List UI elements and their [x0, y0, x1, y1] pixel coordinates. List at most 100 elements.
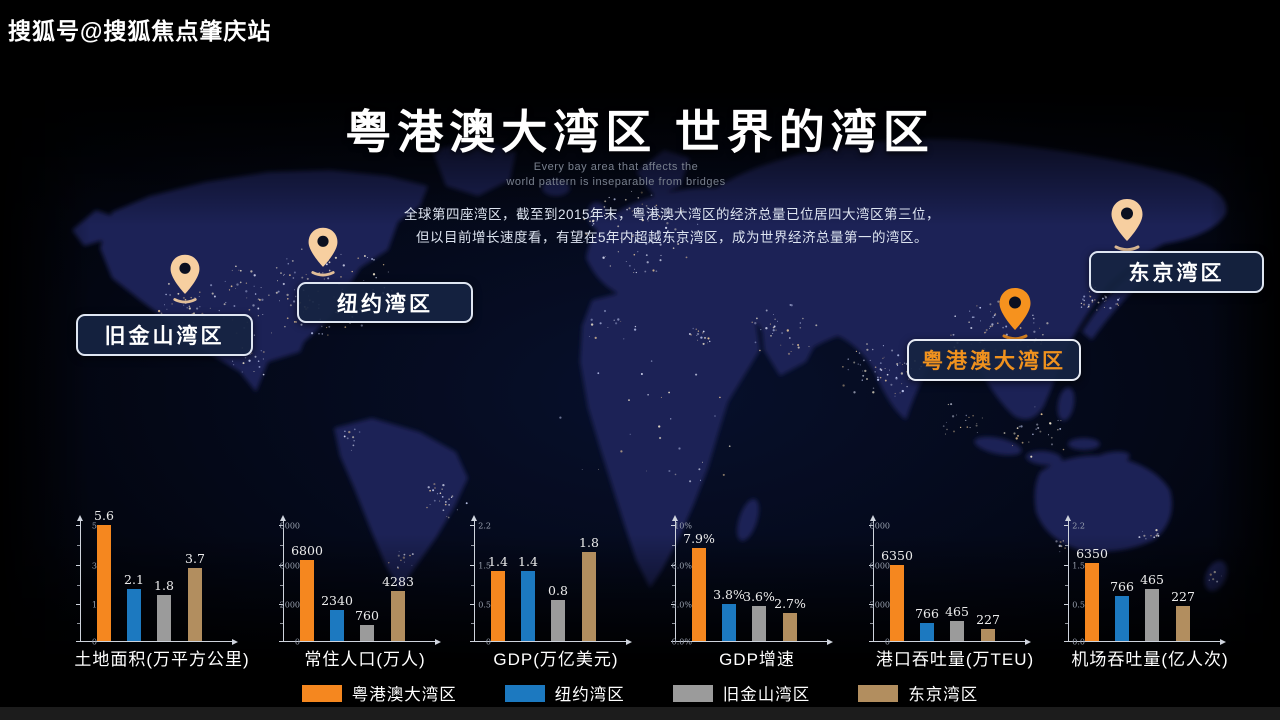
y-tick — [869, 525, 873, 526]
y-tick-minor — [870, 545, 873, 546]
y-tick-minor — [77, 623, 80, 624]
bay-label-greater-bay-area: 粤港澳大湾区 — [907, 339, 1081, 381]
bar — [551, 600, 565, 641]
y-tick-minor — [1065, 623, 1068, 624]
y-tick-label: 2.0% — [671, 600, 692, 610]
y-tick-minor — [280, 623, 283, 624]
chart-plot: 10% 6.0% 2.0% 0.0% 7.9% 3.8% 3.6% 2.7% — [671, 515, 843, 660]
bar-chart: 2.2 1.5 0.5 0 1.4 1.4 0.8 1.8 GDP(万亿美元) — [450, 505, 662, 670]
x-axis-arrow-icon — [435, 638, 441, 645]
y-axis-arrow-icon — [672, 515, 678, 521]
chart-title: 机场吞吐量(亿人次) — [1071, 650, 1229, 669]
y-axis — [671, 515, 678, 642]
bar — [157, 595, 171, 641]
bar — [1176, 606, 1190, 641]
y-tick-minor — [870, 623, 873, 624]
bar — [1145, 589, 1159, 641]
x-axis — [675, 638, 833, 645]
y-tick-label: 8000 — [279, 521, 300, 531]
footer-strip — [0, 707, 1280, 720]
y-axis — [1064, 515, 1071, 642]
y-tick — [1064, 565, 1068, 566]
map-pin-icon-ny — [308, 227, 338, 277]
y-tick — [76, 604, 80, 605]
bar — [491, 571, 505, 641]
chart-title: GDP增速 — [719, 650, 795, 669]
bar — [300, 560, 314, 641]
description-line2: 但以目前增长速度看，有望在5年内超越东京湾区，成为世界经济总量第一的湾区。 — [415, 230, 928, 245]
legend-label: 东京湾区 — [908, 686, 979, 704]
bar — [127, 589, 141, 641]
y-tick — [76, 525, 80, 526]
x-axis — [80, 638, 238, 645]
x-axis-arrow-icon — [827, 638, 833, 645]
y-tick-minor — [471, 623, 474, 624]
bar-value-label: 4283 — [382, 574, 414, 589]
chart-plot: 8000 6000 2000 0 6800 2340 760 4283 — [279, 515, 451, 660]
y-tick-label: 5 — [91, 521, 97, 531]
bar — [330, 610, 344, 641]
y-tick-label: 2000 — [279, 600, 300, 610]
y-tick-label: 2.2 — [1072, 521, 1085, 531]
bar-value-label: 1.8 — [154, 578, 174, 593]
y-axis — [470, 515, 477, 642]
bar-value-label: 3.8% — [713, 587, 745, 602]
legend-label: 旧金山湾区 — [722, 686, 811, 704]
bar — [582, 552, 596, 641]
bay-label-san-francisco: 旧金山湾区 — [76, 314, 253, 356]
y-tick-label: 6.0% — [671, 561, 692, 571]
y-tick-label: 2000 — [869, 600, 890, 610]
bar — [920, 623, 934, 641]
bar — [692, 548, 706, 641]
y-tick-label: 0.5 — [478, 600, 491, 610]
y-tick-label: 2.2 — [478, 521, 491, 531]
x-axis-arrow-icon — [1220, 638, 1226, 645]
bar-value-label: 2.7% — [774, 596, 806, 611]
bar-value-label: 760 — [355, 608, 379, 623]
legend-item: 粤港澳大湾区 — [301, 681, 457, 705]
bar — [890, 565, 904, 641]
y-axis-arrow-icon — [870, 515, 876, 521]
bar-value-label: 0.8 — [548, 583, 568, 598]
bar-value-label: 6350 — [881, 548, 913, 563]
y-tick-label: 6000 — [279, 561, 300, 571]
y-tick-minor — [1065, 545, 1068, 546]
bar-value-label: 2340 — [321, 593, 353, 608]
bar-chart: 8000 6000 2000 0 6800 2340 760 4283 常住人口(万人) — [259, 505, 471, 670]
y-tick-minor — [672, 623, 675, 624]
y-axis-arrow-icon — [280, 515, 286, 521]
y-tick-minor — [280, 545, 283, 546]
legend-item: 旧金山湾区 — [672, 681, 811, 705]
y-tick-minor — [870, 585, 873, 586]
chart-plot: 5 3 1 0 5.6 2.1 1.8 3.7 — [76, 508, 248, 660]
y-tick — [279, 525, 283, 526]
y-tick-minor — [1065, 585, 1068, 586]
y-tick — [470, 525, 474, 526]
bar-value-label: 7.9% — [683, 531, 715, 546]
bar-value-label: 465 — [945, 604, 969, 619]
y-tick — [671, 525, 675, 526]
y-axis — [76, 515, 83, 642]
x-axis — [873, 638, 1031, 645]
y-tick-label: 1.5 — [1072, 561, 1085, 571]
bar — [521, 571, 535, 641]
map-pin-icon-sf — [170, 254, 200, 304]
bar-value-label: 465 — [1140, 572, 1164, 587]
chart-plot: 8000 6000 2000 0 6350 766 465 227 — [869, 515, 1041, 660]
bar-chart: 8000 6000 2000 0 6350 766 465 227 港口吞吐量(万TEU) — [849, 505, 1061, 670]
chart-legend: 粤港澳大湾区 纽约湾区 旧金山湾区 东京湾区 — [0, 681, 1280, 705]
bar-value-label: 766 — [915, 606, 939, 621]
bar-value-label: 6800 — [291, 543, 323, 558]
bar — [722, 604, 736, 641]
bar-value-label: 1.4 — [518, 554, 538, 569]
bar-value-label: 6350 — [1076, 546, 1108, 561]
bar-value-label: 227 — [976, 612, 1000, 627]
bar — [1115, 596, 1129, 641]
legend-swatch — [672, 684, 713, 702]
y-tick-label: 10% — [674, 521, 692, 531]
bar-value-label: 3.7 — [185, 551, 205, 566]
bar-value-label: 227 — [1171, 589, 1195, 604]
y-axis-arrow-icon — [471, 515, 477, 521]
